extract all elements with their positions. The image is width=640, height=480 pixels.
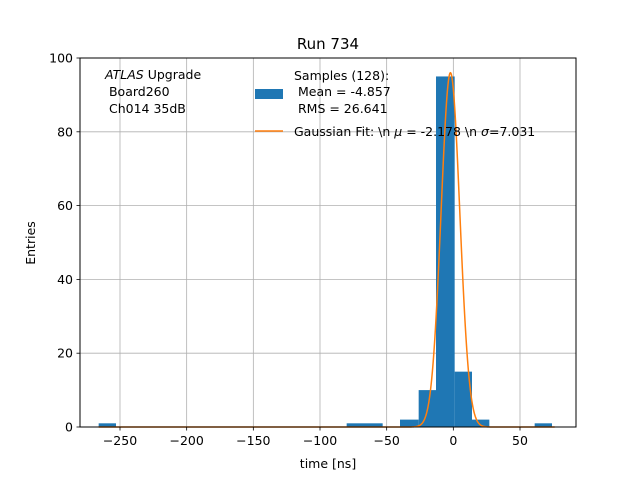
annotation-upgrade: Upgrade: [144, 67, 202, 82]
y-tick-label: 0: [65, 420, 73, 435]
plot-frame: [79, 57, 577, 428]
legend-histogram-line-3: RMS = 26.641: [294, 101, 388, 116]
annotation-line-3: Ch014 35dB: [105, 101, 186, 116]
legend-fit-mu-symbol: μ: [393, 124, 402, 139]
y-tick-label: 100: [49, 51, 73, 66]
legend-fit-mid: = -2.178 \n: [402, 124, 481, 139]
annotation: ATLAS Upgrade Board260 Ch014 35dB: [104, 67, 201, 116]
y-tick-label: 60: [57, 198, 73, 213]
histogram-bar: [364, 423, 383, 427]
x-tick-label: −250: [103, 433, 137, 448]
histogram-bar: [400, 419, 419, 427]
annotation-atlas: ATLAS: [104, 67, 144, 82]
x-tick-label: −150: [236, 433, 270, 448]
y-tick-label: 40: [57, 272, 73, 287]
legend-histogram-line-1: Samples (128):: [294, 68, 389, 83]
legend-fit-suffix: =7.031: [489, 124, 535, 139]
x-tick-label: −100: [303, 433, 337, 448]
x-tick-label: −200: [169, 433, 203, 448]
legend-fit-label: Gaussian Fit: \n μ = -2.178 \n σ=7.031: [294, 124, 535, 139]
histogram-bar: [436, 76, 455, 427]
histogram-bar: [98, 423, 116, 427]
annotation-line-1: ATLAS Upgrade: [104, 67, 201, 82]
legend-histogram-swatch: [255, 89, 283, 99]
histogram-bar: [454, 371, 472, 427]
legend: Samples (128): Mean = -4.857 RMS = 26.64…: [255, 68, 535, 139]
legend-histogram-line-2: Mean = -4.857: [294, 84, 391, 99]
y-tick-label: 80: [57, 124, 73, 139]
chart-title: Run 734: [297, 35, 359, 53]
axis-ticks: −250 −200 −150 −100 −50 0 50 0 20 40 60 80 100: [49, 51, 528, 449]
y-axis-label: Entries: [23, 221, 38, 265]
x-tick-label: 50: [512, 433, 528, 448]
legend-fit-sigma-symbol: σ: [481, 124, 490, 139]
legend-fit-prefix: Gaussian Fit: \n: [294, 124, 394, 139]
x-tick-label: −50: [373, 433, 399, 448]
y-tick-label: 20: [57, 346, 73, 361]
histogram-bar: [534, 423, 552, 427]
x-axis-label: time [ns]: [300, 456, 356, 471]
histogram-bar: [472, 419, 490, 427]
histogram-bar: [346, 423, 364, 427]
x-tick-label: 0: [449, 433, 457, 448]
annotation-line-2: Board260: [105, 84, 170, 99]
